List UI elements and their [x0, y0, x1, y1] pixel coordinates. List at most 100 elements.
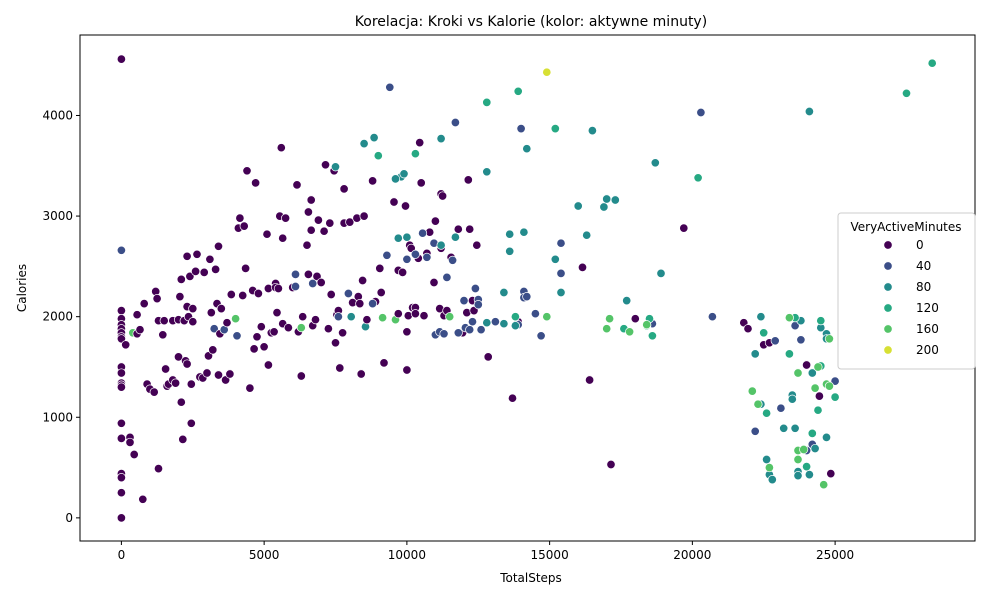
data-point [292, 180, 302, 190]
data-point [610, 195, 620, 205]
data-point [182, 251, 192, 261]
data-point [173, 352, 184, 362]
data-point [171, 378, 181, 388]
data-point [238, 290, 248, 301]
data-point [482, 318, 492, 328]
data-point [813, 362, 823, 372]
legend-marker [883, 282, 893, 292]
data-point [326, 289, 336, 300]
data-point [776, 403, 786, 413]
data-point [362, 315, 372, 325]
data-point [159, 316, 169, 326]
data-point [149, 387, 159, 397]
data-point [410, 249, 420, 259]
data-point [784, 349, 794, 359]
data-point [418, 228, 428, 238]
data-point [152, 294, 162, 304]
data-point [273, 283, 283, 294]
legend-label: 80 [916, 280, 931, 294]
data-point [467, 317, 478, 327]
data-point [585, 375, 595, 385]
data-point [813, 405, 823, 415]
data-point [696, 107, 706, 118]
data-point [320, 160, 331, 170]
legend-box [837, 212, 976, 370]
data-point [116, 418, 126, 428]
data-point [259, 342, 269, 352]
data-point [359, 139, 369, 149]
data-point [901, 88, 912, 98]
data-point [625, 327, 635, 337]
data-point [138, 494, 148, 504]
data-point [453, 328, 463, 338]
data-point [762, 408, 772, 418]
data-point [213, 241, 224, 251]
data-point [536, 331, 546, 341]
data-point [232, 331, 242, 341]
data-point [750, 349, 760, 359]
data-point [759, 328, 769, 338]
data-point [802, 360, 812, 370]
data-point [345, 217, 355, 227]
legend-label: 160 [916, 322, 939, 336]
data-point [139, 299, 149, 309]
data-point [430, 216, 440, 226]
data-point [225, 369, 235, 379]
data-point [191, 266, 201, 276]
data-point [186, 379, 196, 389]
data-point [499, 319, 509, 329]
data-point [121, 340, 131, 350]
data-point [402, 232, 412, 242]
data-point [330, 162, 341, 172]
data-point [116, 368, 126, 378]
data-point [333, 312, 343, 322]
legend-title: VeryActiveMinutes [850, 220, 961, 234]
data-point [416, 178, 426, 188]
data-point [707, 312, 717, 322]
data-point [410, 149, 420, 159]
data-point [382, 250, 392, 260]
data-point [519, 227, 529, 237]
data-point [400, 201, 411, 211]
data-point [606, 459, 616, 470]
data-point [290, 281, 301, 292]
data-point [356, 369, 366, 379]
data-point [448, 255, 458, 265]
data-point [283, 323, 293, 333]
x-axis-label: TotalSteps [499, 571, 562, 585]
data-point [385, 82, 395, 92]
data-point [235, 213, 245, 223]
data-point [330, 338, 341, 348]
data-point [158, 330, 168, 340]
data-point [303, 269, 313, 279]
data-point [459, 296, 469, 306]
data-point [222, 318, 232, 328]
data-point [306, 225, 316, 235]
data-point [269, 327, 279, 337]
data-point [216, 304, 226, 314]
data-point [358, 275, 368, 286]
data-point [242, 166, 252, 176]
legend-marker [883, 324, 893, 334]
data-point [587, 126, 597, 136]
data-point [605, 314, 615, 324]
data-point [343, 288, 353, 299]
data-point [262, 229, 272, 239]
x-tick-label: 5000 [249, 548, 280, 562]
data-point [402, 254, 412, 264]
data-point [175, 292, 185, 302]
data-point [814, 391, 824, 401]
legend-label: 40 [916, 259, 931, 273]
data-point [807, 428, 817, 438]
data-point [826, 469, 836, 479]
data-point [335, 363, 345, 373]
data-point [213, 370, 224, 380]
data-point [505, 229, 515, 239]
data-point [830, 376, 840, 386]
data-point [302, 240, 312, 250]
data-point [252, 332, 262, 342]
data-point [473, 300, 483, 310]
data-point [239, 221, 249, 231]
data-point [313, 215, 323, 225]
